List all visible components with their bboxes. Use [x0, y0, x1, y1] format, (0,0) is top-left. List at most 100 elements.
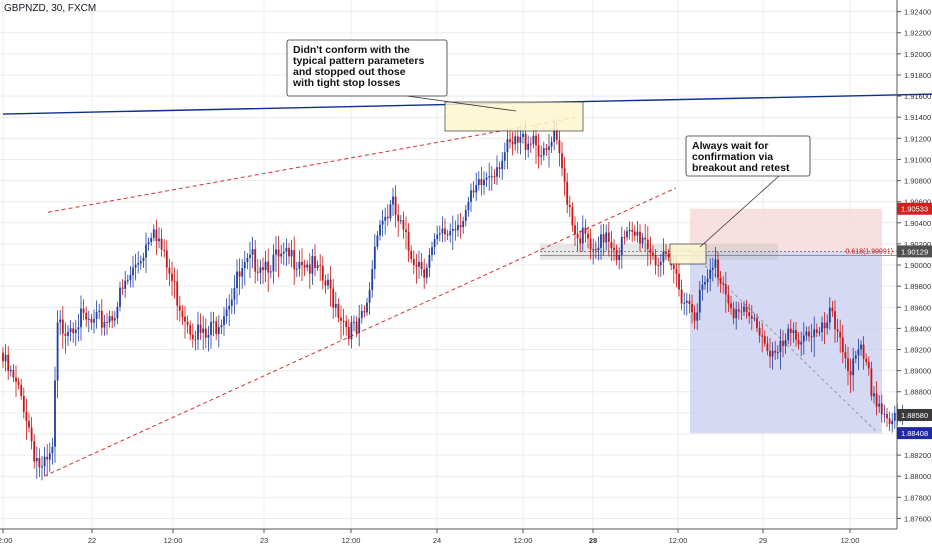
candle-body: [25, 411, 28, 422]
candle-body: [197, 324, 199, 340]
candle-body: [93, 318, 95, 323]
candle-body: [623, 237, 626, 239]
candle-body: [217, 327, 220, 334]
candle-body: [750, 315, 753, 319]
candle-body: [566, 181, 569, 205]
candle-body: [584, 227, 587, 234]
candle-body: [763, 336, 766, 344]
candle-body: [41, 466, 43, 468]
candle-body: [737, 309, 740, 312]
candle-body: [35, 457, 38, 462]
candle-body: [132, 267, 134, 276]
candle-body: [678, 273, 680, 290]
candles: [2, 118, 904, 481]
candle-body: [269, 271, 272, 273]
y-tick-label: 1.92400: [904, 8, 931, 17]
candle-body: [384, 216, 387, 221]
candle-body: [72, 328, 75, 334]
candle-body: [529, 143, 532, 145]
candle-body: [821, 322, 823, 332]
candle-body: [873, 393, 875, 397]
note-pattern-text: typical pattern parameters: [293, 55, 424, 67]
candle-body: [54, 380, 56, 447]
candle-body: [639, 231, 641, 244]
x-tick-label: 12:00: [841, 536, 860, 545]
note-confirmation-box: [685, 135, 811, 177]
candle-body: [854, 355, 857, 359]
candle-body: [4, 354, 7, 362]
candle-body: [852, 358, 855, 376]
candle-body: [727, 294, 730, 304]
candle-body: [477, 179, 480, 186]
candle-body: [230, 299, 233, 306]
candle-body: [706, 278, 709, 283]
candle-body: [17, 381, 20, 385]
candle-body: [813, 329, 816, 337]
candle-body: [46, 456, 49, 460]
candle-body: [392, 196, 394, 205]
y-tick-label: 1.90800: [904, 177, 931, 186]
candle-body: [267, 261, 270, 273]
candle-body: [113, 318, 116, 321]
note-confirmation-pointer: [699, 175, 780, 248]
candle-body: [137, 263, 140, 265]
candle-body: [880, 403, 883, 415]
candle-body: [126, 280, 129, 282]
candle-body: [204, 328, 207, 338]
candle-body: [654, 254, 657, 266]
candle-body: [51, 446, 54, 454]
candle-body: [379, 224, 381, 236]
candle-body: [233, 288, 236, 300]
candle-body: [488, 176, 491, 178]
candle-body: [178, 305, 181, 311]
candle-body: [472, 190, 475, 193]
candle-body: [483, 179, 485, 186]
candle-body: [740, 311, 743, 313]
x-tick-label: 23: [260, 536, 268, 545]
candle-body: [353, 321, 355, 323]
candle-body: [293, 250, 296, 270]
candle-body: [685, 300, 688, 303]
candle-body: [311, 256, 314, 274]
candle-body: [449, 230, 452, 236]
candle-body: [537, 145, 540, 157]
wedge-upper-line: [47, 116, 579, 213]
candle-body: [412, 258, 415, 266]
candle-body: [410, 250, 413, 259]
candle-body: [241, 268, 244, 277]
candle-body: [769, 350, 771, 357]
candle-body: [613, 248, 615, 250]
candle-body: [67, 331, 69, 336]
candle-body: [142, 257, 145, 262]
stop-price-tag: [897, 202, 932, 215]
candle-body: [548, 146, 550, 150]
candle-body: [402, 220, 405, 230]
candle-body: [376, 235, 379, 247]
candle-body: [870, 368, 873, 397]
candle-body: [600, 234, 602, 248]
y-tick-label: 1.91000: [904, 155, 931, 164]
note-pattern-box: [286, 39, 448, 97]
note-pattern-text: and stopped out those: [293, 66, 406, 78]
candle-body: [181, 310, 184, 317]
candle-body: [797, 339, 800, 345]
candle-body: [698, 289, 701, 313]
x-tick-label: 12:00: [669, 536, 688, 545]
candle-body: [628, 229, 631, 232]
candle-body: [56, 322, 59, 381]
candle-body: [342, 320, 345, 322]
candle-body: [12, 369, 15, 378]
candle-body: [683, 302, 686, 304]
candle-body: [745, 306, 748, 313]
candle-body: [246, 257, 249, 263]
retest-zone: [540, 243, 778, 260]
candle-body: [667, 253, 670, 257]
candle-body: [111, 316, 114, 321]
candle-body: [423, 269, 426, 278]
y-tick-label: 1.91800: [904, 71, 931, 80]
candle-body: [475, 185, 478, 193]
candle-body: [152, 229, 155, 238]
candle-body: [87, 318, 90, 320]
candle-body: [594, 249, 597, 251]
